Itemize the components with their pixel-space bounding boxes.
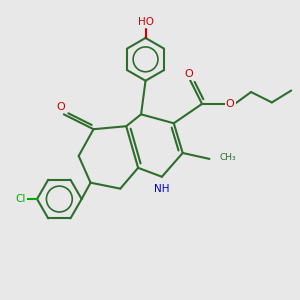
- Text: O: O: [226, 99, 235, 109]
- Text: CH₃: CH₃: [220, 153, 236, 162]
- Text: Cl: Cl: [16, 194, 26, 204]
- Text: O: O: [56, 102, 65, 112]
- Text: HO: HO: [137, 16, 154, 27]
- Text: O: O: [184, 69, 193, 79]
- Text: NH: NH: [154, 184, 170, 194]
